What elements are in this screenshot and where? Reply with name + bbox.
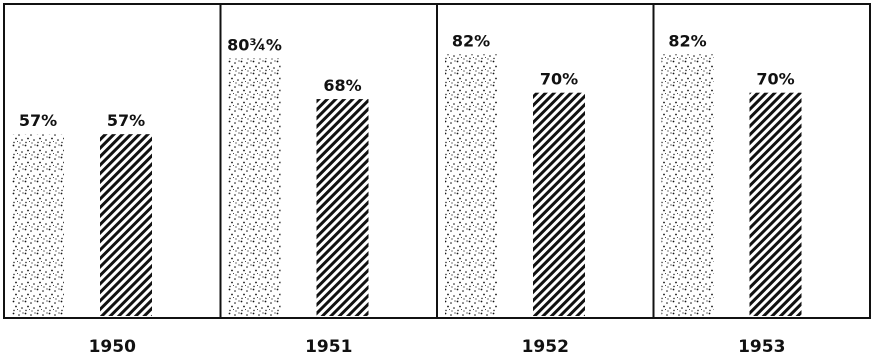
value-label: 70% [756,70,794,89]
bar-stipple-1951 [228,58,281,316]
value-label: 80¾% [227,35,282,54]
value-label: 82% [452,31,490,50]
bar-stipple-1950 [12,134,64,316]
bar-diagonal-hatch-1953 [749,92,802,316]
bar-stipple-1953 [661,54,714,317]
value-label: 57% [107,111,145,130]
value-label: 82% [668,31,706,50]
year-label: 1950 [89,337,136,357]
value-label: 70% [540,70,578,89]
year-label: 1951 [305,337,352,357]
bar-diagonal-hatch-1950 [100,134,152,316]
year-label: 1952 [522,337,569,357]
bar-diagonal-hatch-1952 [533,92,585,316]
bar-diagonal-hatch-1951 [316,99,369,316]
value-label: 68% [323,76,361,95]
value-label: 57% [19,111,57,130]
year-label: 1953 [738,337,785,357]
bar-stipple-1952 [445,54,497,317]
